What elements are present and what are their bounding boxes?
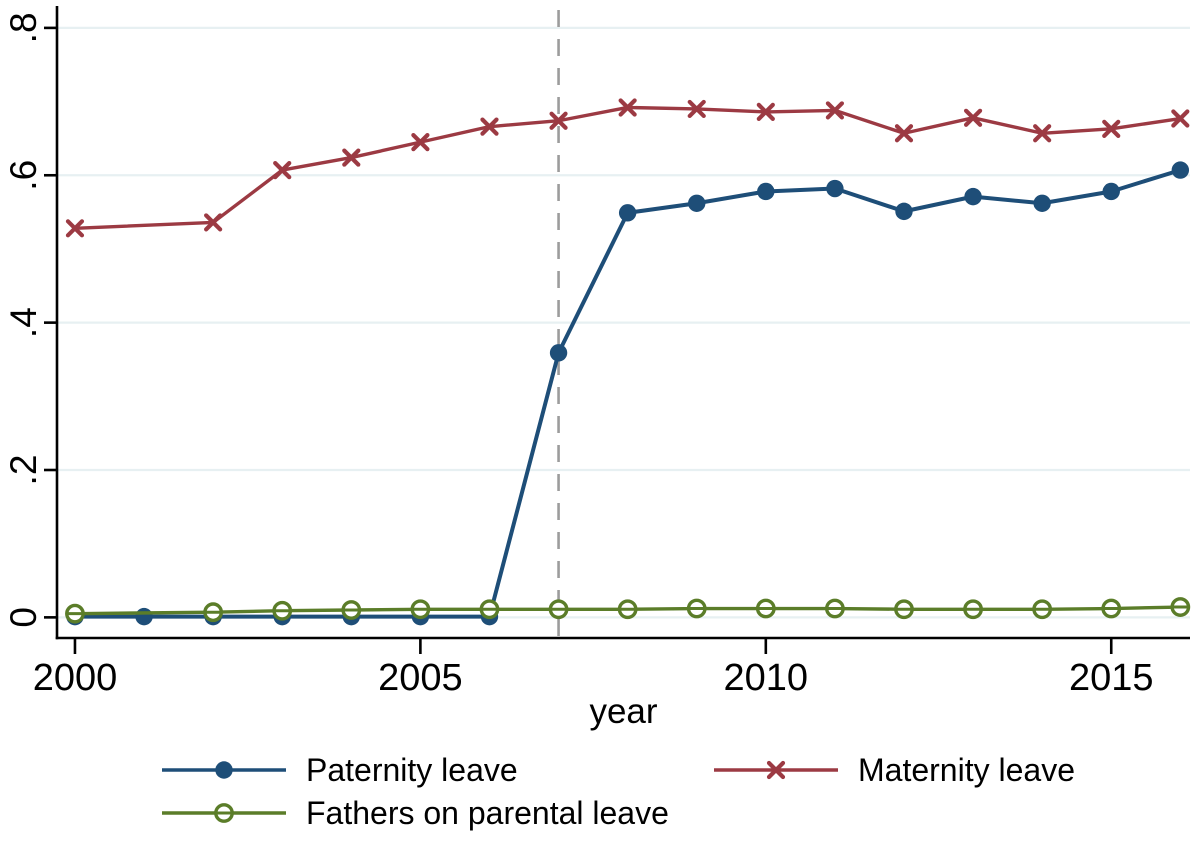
data-point-marker [1171, 109, 1190, 128]
data-point-marker [1171, 161, 1190, 179]
data-point-marker [688, 194, 706, 212]
data-point-marker [1033, 124, 1052, 143]
fathers-parental-leave-line-symbol [162, 803, 286, 823]
paternity-leave-line-symbol [162, 761, 286, 779]
x-tick-label: 2005 [378, 657, 463, 699]
data-point-marker [1102, 182, 1120, 201]
legend-entry-paternity-leave: Paternity leave [160, 750, 518, 790]
y-tick-label: .2 [3, 455, 44, 486]
data-point-marker [1102, 119, 1121, 138]
data-point-marker [480, 117, 499, 136]
data-point-marker [964, 187, 982, 206]
data-point-marker [618, 204, 637, 222]
legend-entry-maternity-leave: Maternity leave [712, 750, 1075, 790]
series-line-maternity-leave [74, 105, 1181, 231]
data-point-marker [549, 344, 568, 362]
series-line-fathers-on-parental-leave [74, 605, 1181, 616]
legend-entry-fathers-parental-leave: Fathers on parental leave [160, 793, 669, 833]
x-tick-label: 2010 [724, 657, 809, 699]
data-point-marker [273, 161, 292, 180]
data-point-marker [825, 101, 845, 120]
legend-label: Paternity leave [306, 752, 518, 788]
data-point-marker [618, 98, 637, 117]
data-point-marker [342, 148, 361, 167]
y-tick-label: .4 [3, 307, 44, 338]
data-point-marker [826, 179, 844, 198]
legend: Paternity leave Maternity leave Fathers … [0, 748, 1200, 842]
x-axis-title: year [589, 692, 658, 731]
data-point-marker [1033, 194, 1051, 212]
data-point-marker [411, 133, 430, 152]
y-tick-label: 0 [3, 607, 44, 628]
data-point-marker [135, 607, 153, 626]
legend-symbol-part [215, 761, 233, 779]
data-point-marker [963, 108, 983, 127]
legend-label: Fathers on parental leave [306, 795, 669, 831]
y-tick-label: .6 [3, 160, 44, 191]
legend-label: Maternity leave [858, 752, 1075, 788]
data-point-marker [895, 202, 913, 221]
data-point-marker [687, 99, 706, 119]
data-point-marker [549, 111, 568, 130]
data-point-marker [894, 124, 914, 143]
x-tick-label: 2015 [1069, 657, 1154, 699]
data-point-marker [204, 213, 223, 232]
y-tick-label: .8 [3, 12, 44, 43]
data-point-marker [756, 102, 775, 121]
legend-symbol-part [766, 760, 786, 780]
data-point-marker [757, 182, 775, 201]
maternity-leave-line-symbol [714, 760, 838, 780]
series-line-paternity-leave [74, 168, 1181, 619]
data-point-marker [65, 219, 85, 238]
x-tick-label: 2000 [33, 657, 118, 699]
